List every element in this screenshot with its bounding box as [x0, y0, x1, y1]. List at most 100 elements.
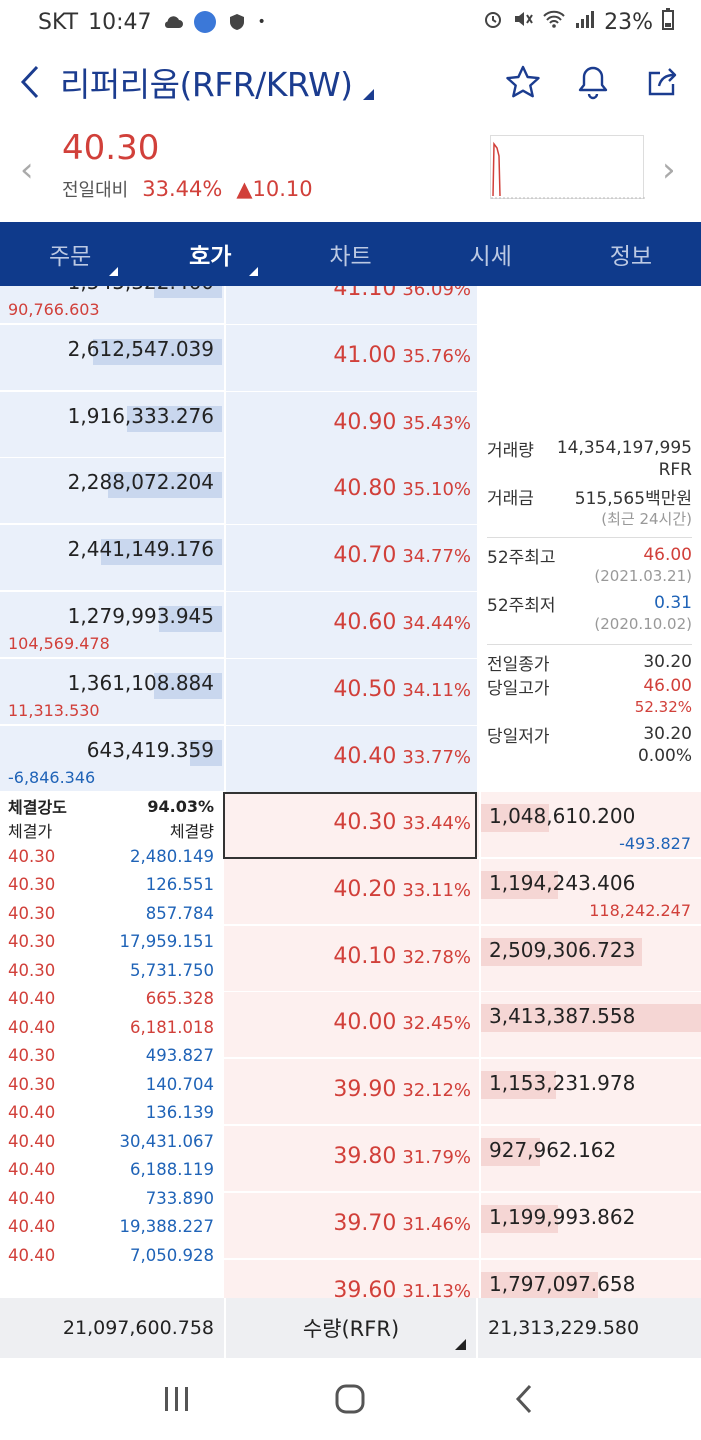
ask-row[interactable]: 1,916,333.276 40.90 35.43% — [0, 391, 477, 458]
prev-coin-chevron-icon[interactable]: ‹ — [20, 150, 34, 190]
ask-price-cell[interactable]: 41.10 36.09% — [224, 286, 477, 324]
carrier-label: SKT — [38, 9, 79, 35]
bid-row[interactable]: 40.30 33.44% 1,048,610.200 -493.827 — [224, 792, 701, 858]
recent-apps-button[interactable] — [147, 1369, 207, 1429]
trade-row: 40.40 136.139 — [0, 1099, 222, 1128]
bid-price-cell[interactable]: 39.80 31.79% — [224, 1126, 477, 1192]
current-price-highlight — [223, 792, 477, 859]
high52-value: 46.00 — [643, 545, 692, 565]
trade-price: 40.30 — [8, 1046, 56, 1066]
bid-price-cell[interactable]: 40.10 32.78% — [224, 926, 477, 992]
shield-icon — [226, 11, 248, 33]
bid-row[interactable]: 40.00 32.45% 3,413,387.558 — [224, 992, 701, 1059]
ask-depth-bar — [159, 606, 222, 632]
trade-row: 40.30 140.704 — [0, 1070, 222, 1099]
bid-quantity-cell: 1,153,231.978 — [479, 1059, 701, 1126]
orderbook[interactable]: 1,545,322.460 90,766.603 41.10 36.09% 2,612,… — [0, 286, 701, 1298]
title-dropdown-caret-icon[interactable] — [362, 88, 374, 100]
bid-price-cell[interactable]: 40.30 33.44% — [224, 792, 477, 858]
trade-price: 40.30 — [8, 1074, 56, 1094]
trade-row: 40.40 6,188.119 — [0, 1156, 222, 1185]
ask-row[interactable]: 1,279,993.945 104,569.478 40.60 34.44% — [0, 592, 477, 658]
ask-row[interactable]: 1,545,322.460 90,766.603 41.10 36.09% — [0, 286, 477, 324]
unit-selector[interactable]: 수량(RFR) — [224, 1298, 478, 1358]
ask-row[interactable]: 2,288,072.204 40.80 35.10% — [0, 458, 477, 525]
bid-row[interactable]: 39.70 31.46% 1,199,993.862 — [224, 1192, 701, 1259]
high52-label: 52주최고 — [487, 547, 556, 568]
bid-price-cell[interactable]: 39.60 31.13% — [224, 1260, 477, 1298]
back-arrow-icon — [516, 1384, 532, 1414]
ask-price-cell[interactable]: 40.70 34.77% — [224, 525, 477, 592]
tab-info[interactable]: 정보 — [609, 244, 653, 270]
ask-price: 40.70 — [333, 543, 397, 569]
trade-quantity: 6,181.018 — [130, 1017, 214, 1037]
bell-icon — [578, 66, 608, 100]
bid-price: 40.30 — [333, 810, 397, 835]
ask-price-cell[interactable]: 40.90 35.43% — [224, 391, 477, 458]
ask-quantity: 2,612,547.039 — [67, 336, 214, 361]
ask-price: 40.50 — [333, 676, 397, 702]
home-icon — [335, 1384, 365, 1414]
ask-depth-bar — [126, 405, 222, 432]
bid-quantity-cell: 1,797,097.658 — [479, 1259, 701, 1298]
alert-bell-button[interactable] — [575, 64, 611, 100]
ask-quantity: 2,288,072.204 — [67, 470, 214, 495]
ask-row[interactable]: 2,441,149.176 40.70 34.77% — [0, 525, 477, 592]
tab-orderbook[interactable]: 호가 — [140, 222, 280, 286]
ask-quantity-cell: 2,441,149.176 — [0, 525, 222, 591]
bid-price: 40.20 — [333, 876, 397, 902]
ask-price-cell[interactable]: 40.80 35.10% — [224, 458, 477, 525]
ask-price-cell[interactable]: 40.50 34.11% — [224, 658, 477, 725]
bid-price-text: 39.90 32.12% — [333, 1077, 471, 1102]
recent-trades-panel: 체결강도 94.03% 체결가 체결량 40.30 2,480.149 40.30 126… — [0, 794, 222, 1270]
bid-price-cell[interactable]: 39.70 31.46% — [224, 1193, 477, 1259]
mini-price-chart[interactable] — [490, 135, 645, 199]
ask-row[interactable]: 643,419.359 -6,846.346 40.40 33.77% — [0, 725, 477, 792]
main-tabs: 주문 호가 차트 시세 정보 — [0, 222, 701, 286]
trade-quantity: 136.139 — [145, 1103, 214, 1123]
tab-order[interactable]: 주문 — [0, 222, 140, 286]
trade-price: 40.30 — [8, 875, 56, 895]
bid-price-cell[interactable]: 40.20 33.11% — [224, 859, 477, 925]
ask-price-cell[interactable]: 41.00 35.76% — [224, 324, 477, 391]
bid-depth-bar — [481, 804, 550, 832]
bid-row[interactable]: 40.10 32.78% 2,509,306.723 — [224, 925, 701, 992]
ask-price: 40.60 — [333, 610, 397, 635]
trade-quantity: 493.827 — [145, 1046, 214, 1066]
home-button[interactable] — [320, 1369, 380, 1429]
favorite-star-button[interactable] — [505, 64, 541, 100]
bid-quantity: 1,153,231.978 — [489, 1071, 636, 1096]
page-title[interactable]: 리퍼리움(RFR/KRW) — [60, 65, 353, 104]
trade-quantity: 733.890 — [145, 1188, 214, 1208]
bid-price-cell[interactable]: 40.00 32.45% — [224, 992, 477, 1058]
tab-quotes[interactable]: 시세 — [469, 244, 512, 270]
ask-row[interactable]: 2,612,547.039 41.00 35.76% — [0, 324, 477, 391]
prev-close-label: 전일종가 — [487, 654, 550, 675]
ask-quantity-cell: 1,361,108.884 11,313.530 — [0, 659, 222, 725]
ask-depth-bar — [189, 739, 222, 766]
back-button[interactable] — [0, 50, 60, 114]
ask-price-cell[interactable]: 40.60 34.44% — [224, 592, 477, 658]
ask-row[interactable]: 1,361,108.884 11,313.530 40.50 34.11% — [0, 658, 477, 725]
wifi-icon — [542, 9, 566, 35]
ask-price-cell[interactable]: 40.40 33.77% — [224, 725, 477, 792]
trade-row: 40.30 126.551 — [0, 871, 222, 900]
bid-row[interactable]: 39.60 31.13% 1,797,097.658 — [224, 1259, 701, 1298]
volume-value: 14,354,197,995 — [556, 438, 692, 458]
change-amount: ▲10.10 — [236, 177, 313, 201]
ask-quantity-change: -6,846.346 — [8, 767, 96, 787]
tab-chart[interactable]: 차트 — [329, 244, 372, 270]
low52-label: 52주최저 — [487, 595, 556, 616]
trade-price: 40.40 — [8, 989, 56, 1009]
bid-row[interactable]: 39.80 31.79% 927,962.162 — [224, 1126, 701, 1192]
bid-price-cell[interactable]: 39.90 32.12% — [224, 1059, 477, 1125]
system-back-button[interactable] — [494, 1369, 554, 1429]
trade-quantity: 7,050.928 — [130, 1245, 214, 1265]
next-coin-chevron-icon[interactable]: › — [662, 150, 676, 190]
volume-unit: RFR — [658, 460, 692, 480]
bid-change-percent: 32.12% — [402, 1080, 471, 1102]
bid-price-text: 39.70 31.46% — [333, 1211, 471, 1236]
share-button[interactable] — [645, 64, 681, 100]
bid-row[interactable]: 39.90 32.12% 1,153,231.978 — [224, 1059, 701, 1126]
bid-row[interactable]: 40.20 33.11% 1,194,243.406 118,242.247 — [224, 858, 701, 925]
